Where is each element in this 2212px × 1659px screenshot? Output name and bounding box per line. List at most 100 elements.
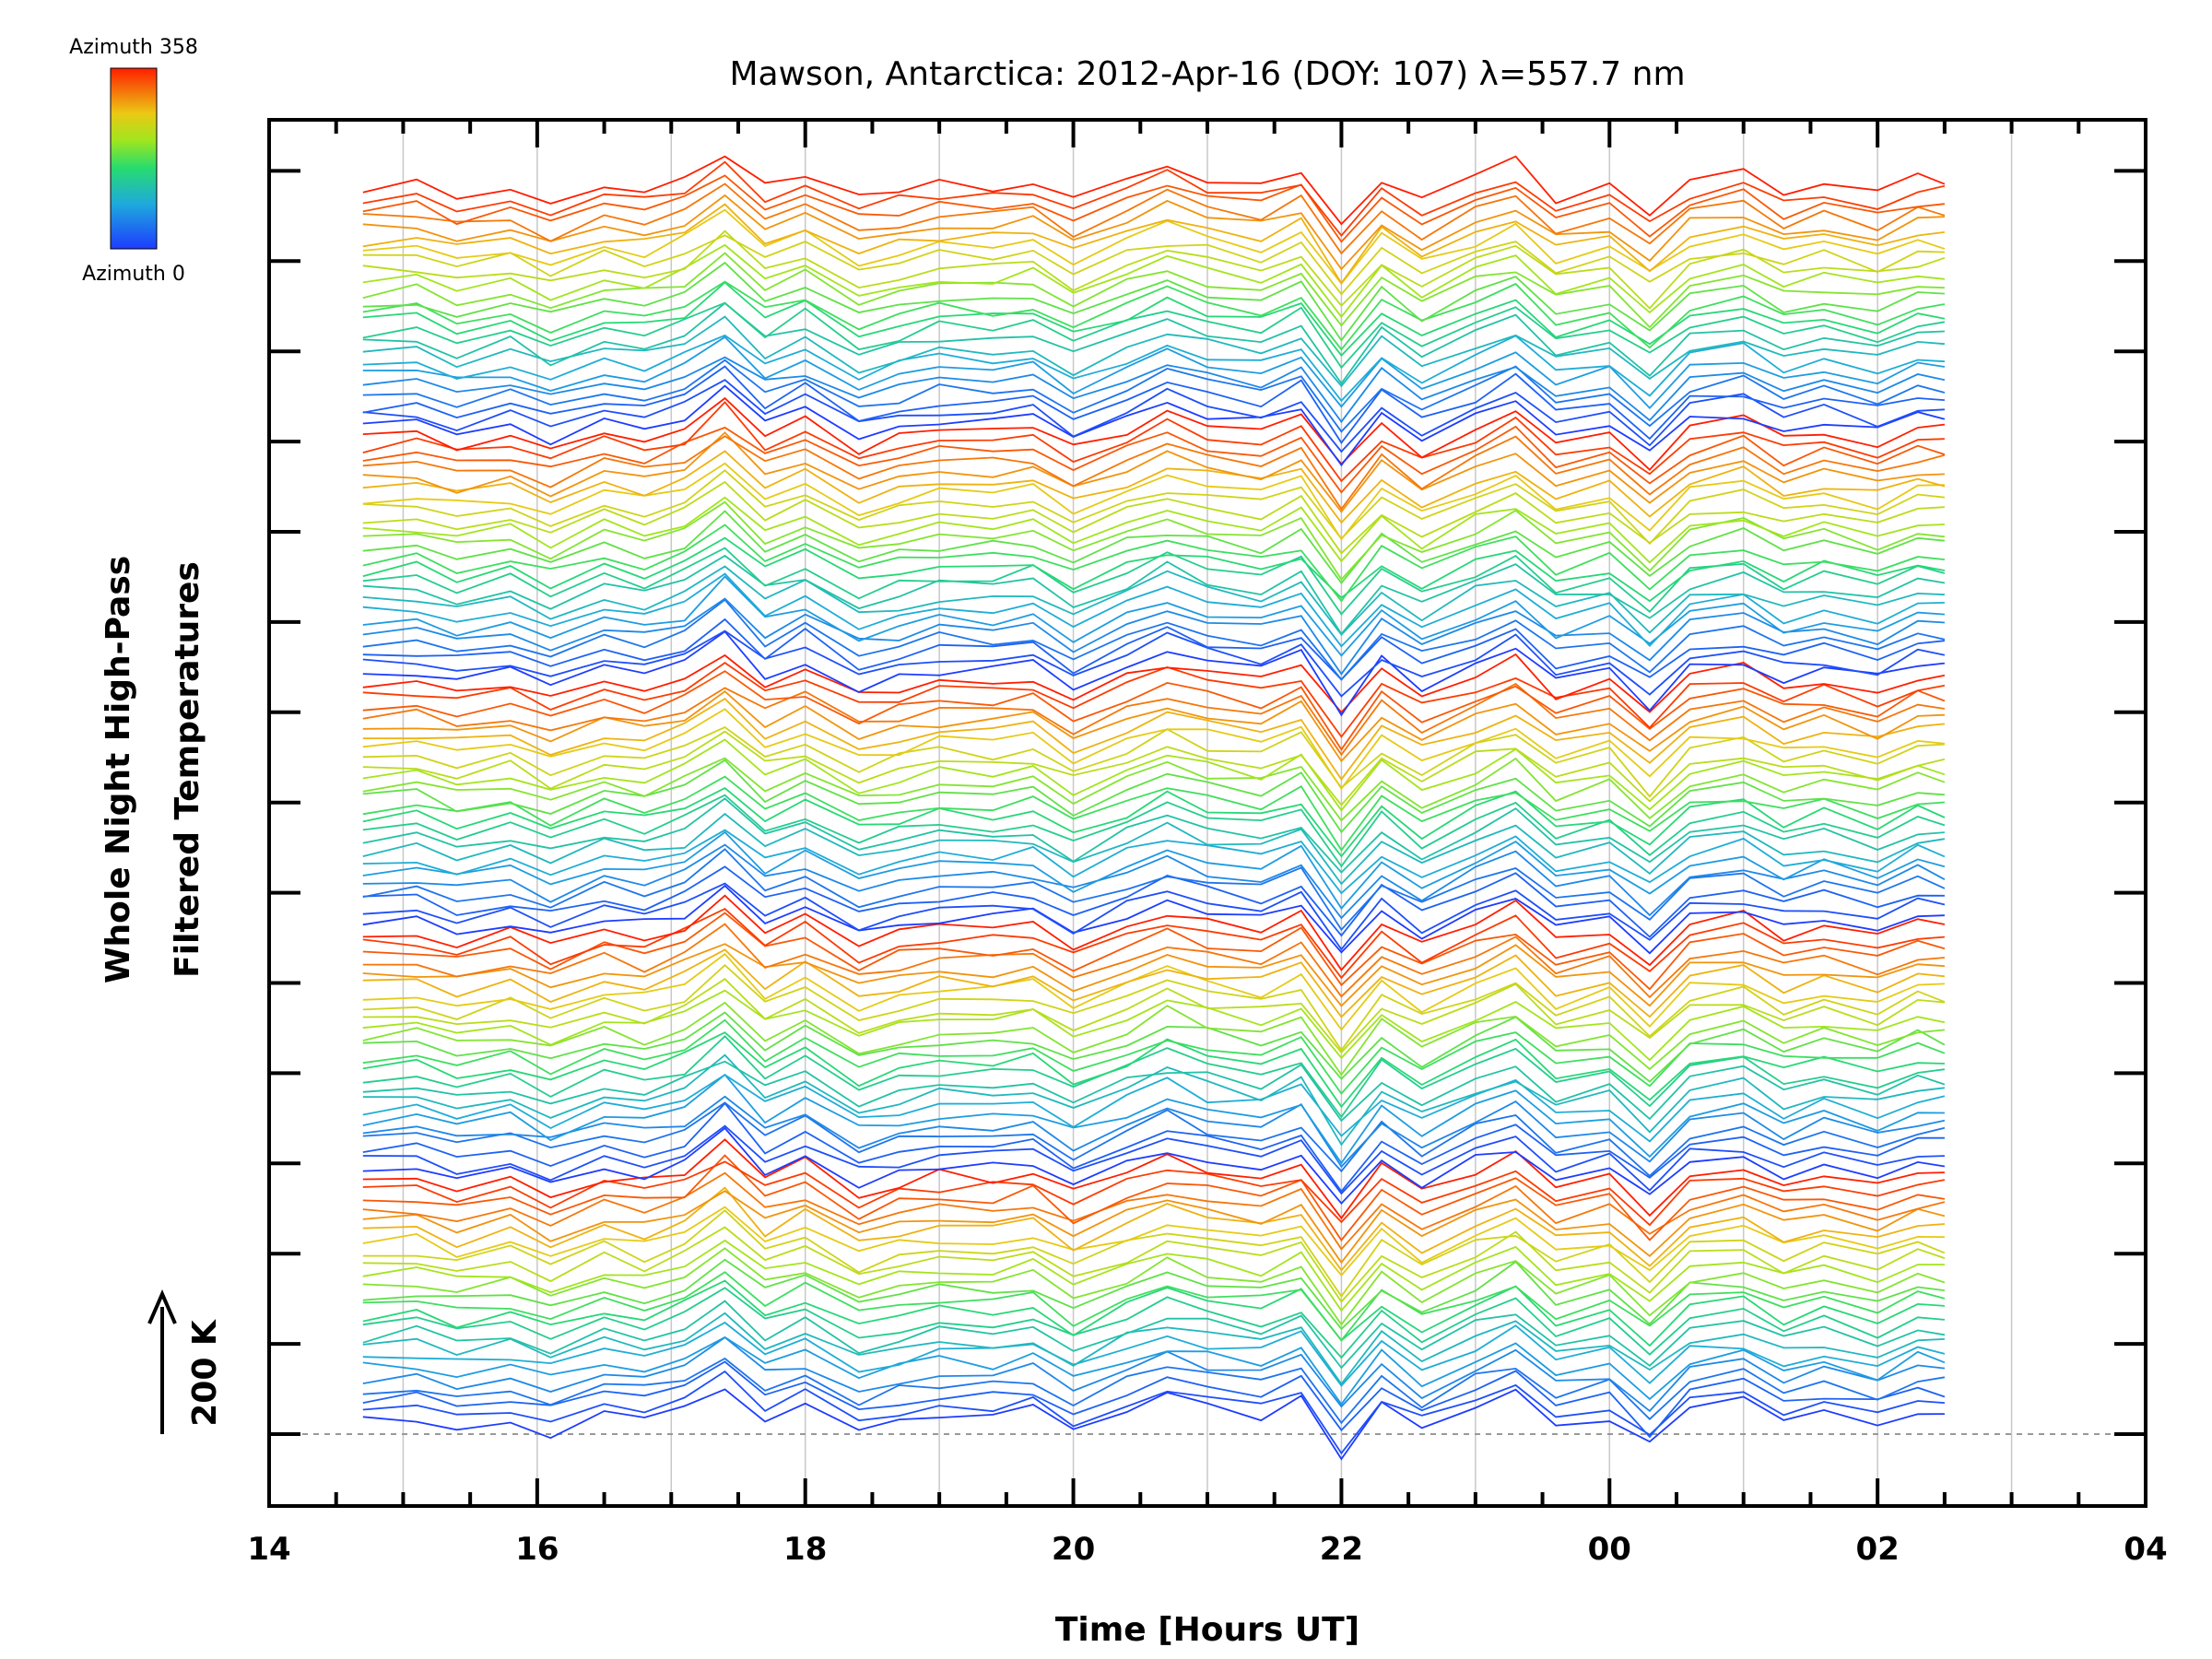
temperature-series-line: [362, 787, 1946, 858]
temperature-series-line: [362, 510, 1945, 584]
temperature-series-line: [362, 1154, 1946, 1242]
temperature-series-line: [362, 1321, 1946, 1387]
x-tick-label: 00: [1588, 1531, 1631, 1568]
temperature-series-line: [362, 1287, 1945, 1359]
axis-ticks: [267, 120, 2147, 1506]
x-tick-label: 20: [1052, 1531, 1095, 1568]
chart-title: Mawson, Antarctica: 2012-Apr-16 (DOY: 10…: [729, 55, 1685, 93]
temperature-series-line: [362, 1060, 1946, 1123]
temperature-series-line: [362, 1247, 1946, 1326]
temperature-series-line: [362, 365, 1945, 444]
temperature-series-line: [362, 356, 1946, 424]
temperature-series-line: [362, 1126, 1946, 1206]
temperature-series-line: [362, 401, 1945, 483]
temperature-series-line: [362, 425, 1946, 494]
temperature-series-line: [362, 1335, 1945, 1413]
colorbar: [110, 67, 158, 250]
temperature-series-line: [362, 989, 1946, 1062]
temperature-series-line: [362, 575, 1945, 657]
temperature-series-line: [362, 384, 1946, 467]
temperature-series-line: [362, 396, 1946, 471]
temperature-series-line: [362, 829, 1946, 895]
temperature-series-line: [362, 480, 1945, 555]
temperature-series-line: [362, 894, 1946, 971]
temperature-series-line: [362, 1031, 1945, 1109]
temperature-series-line: [362, 334, 1945, 403]
temperature-series-line: [362, 565, 1945, 636]
temperature-series-line: [362, 280, 1946, 351]
temperature-series-line: [362, 572, 1945, 648]
temperature-series-line: [362, 1226, 1946, 1303]
temperature-series-line: [362, 1138, 1945, 1220]
scale-arrow-head: [147, 1289, 177, 1324]
colorbar-top-label: Azimuth 358: [69, 36, 198, 59]
x-tick-label: 22: [1320, 1531, 1363, 1568]
x-axis-label: Time [Hours UT]: [1055, 1611, 1359, 1649]
temperature-series-line: [362, 948, 1945, 1018]
temperature-series-line: [362, 500, 1945, 582]
temperature-series-line: [362, 536, 1946, 603]
temperature-series-line: [362, 1073, 1945, 1165]
x-tick-label: 16: [515, 1531, 559, 1568]
temperature-series-line: [362, 1206, 1945, 1277]
scale-label: 200 K: [186, 1319, 224, 1427]
temperature-series-line: [362, 359, 1946, 433]
temperature-series-line: [362, 597, 1945, 676]
temperature-series-line: [362, 1101, 1945, 1194]
temperature-series-line: [362, 797, 1945, 874]
temperature-series-line: [362, 662, 1946, 738]
temperature-series-line: [362, 757, 1946, 822]
temperature-series-line: [362, 155, 1946, 226]
temperature-series-line: [362, 882, 1946, 951]
temperature-series-line: [362, 775, 1945, 852]
temperature-series-line: [362, 379, 1945, 453]
temperature-series-line: [362, 229, 1946, 310]
temperature-series-line: [362, 1171, 1946, 1251]
temperature-series-line: [362, 1035, 1946, 1119]
temperature-series-line: [362, 630, 1945, 717]
temperature-series-line: [362, 690, 1945, 763]
y-axis-label-line1: Whole Night High-Pass: [100, 556, 137, 983]
colorbar-bottom-label: Azimuth 0: [82, 263, 185, 286]
x-tick-label: 18: [783, 1531, 827, 1568]
temperature-series-line: [362, 496, 1945, 564]
temperature-series-line: [362, 194, 1945, 271]
temperature-series-line: [362, 1011, 1946, 1083]
temperature-series-line: [362, 1239, 1945, 1312]
temperature-series-line: [362, 547, 1946, 616]
temperature-series-line: [362, 1271, 1946, 1342]
temperature-series-line: [362, 160, 1946, 238]
temperature-curves: [362, 155, 1946, 1461]
x-tick-label: 02: [1855, 1531, 1899, 1568]
temperature-series-line: [362, 1095, 1946, 1169]
temperature-series-line: [362, 234, 1945, 296]
temperature-series-line: [362, 1074, 1946, 1143]
temperature-series-line: [362, 884, 1945, 955]
temperature-series-line: [362, 1388, 1945, 1461]
temperature-series-line: [362, 794, 1946, 868]
temperature-series-line: [362, 923, 1945, 999]
temperature-series-line: [362, 1279, 1945, 1347]
temperature-series-line: [362, 435, 1946, 511]
temperature-series-line: [362, 524, 1945, 603]
temperature-series-line: [362, 1124, 1945, 1195]
temperature-series-line: [362, 697, 1945, 782]
temperature-series-line: [362, 335, 1946, 410]
temperature-series-line: [362, 865, 1945, 938]
temperature-series-line: [362, 174, 1945, 243]
temperature-series-line: [362, 208, 1946, 286]
x-tick-label: 14: [247, 1531, 290, 1568]
x-tick-labels: 14 16 18 20 22 00 02 04: [247, 1531, 2167, 1568]
temperature-series-line: [362, 908, 1945, 980]
temperature-series-line: [362, 1209, 1946, 1299]
temperature-series-line: [362, 598, 1946, 681]
temperature-series-line: [362, 182, 1946, 255]
temperature-series-line: [362, 554, 1946, 636]
temperature-series-line: [362, 301, 1946, 370]
temperature-series-line: [362, 1370, 1945, 1455]
x-tick-label: 04: [2124, 1531, 2167, 1568]
temperature-series-line: [362, 281, 1946, 358]
y-axis-label-line2: Filtered Temperatures: [169, 561, 206, 978]
temperature-series-line: [362, 1360, 1946, 1439]
